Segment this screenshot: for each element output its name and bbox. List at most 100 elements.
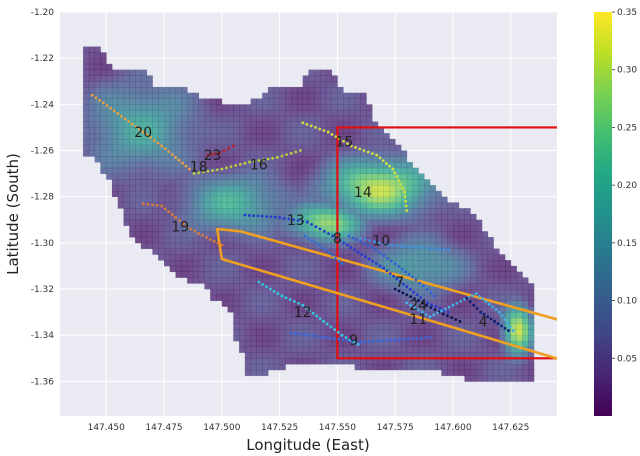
heat-cell: [302, 190, 310, 198]
region-overlays: [215, 126, 557, 360]
heat-cell: [244, 138, 252, 146]
heat-cell: [210, 271, 217, 279]
heat-cell: [152, 150, 159, 157]
heat-cell: [262, 288, 269, 296]
heat-cell: [296, 184, 304, 192]
heat-cell: [111, 150, 119, 157]
heat-cell: [157, 225, 165, 232]
heat-cell: [354, 225, 362, 232]
heat-cell: [470, 311, 477, 319]
heat-cell: [273, 219, 281, 227]
heat-cell: [441, 196, 448, 204]
heat-cell: [146, 219, 154, 227]
heat-cell: [342, 156, 350, 163]
heat-cell: [325, 219, 333, 227]
track-point-7: [416, 246, 420, 249]
heat-cell: [371, 138, 379, 146]
heat-cell: [481, 369, 489, 377]
heat-cell: [464, 248, 471, 255]
heat-cell: [82, 75, 90, 82]
heat-cell: [262, 254, 269, 261]
track-point-6: [433, 294, 436, 298]
heat-cell: [527, 317, 535, 325]
heat-cell: [134, 69, 142, 77]
track-point-11: [474, 292, 478, 296]
heat-cell: [221, 236, 229, 244]
heat-cell: [510, 317, 518, 325]
track-point-8: [405, 293, 409, 297]
heat-cell: [493, 265, 500, 273]
heat-cell: [429, 196, 437, 204]
heat-cell: [481, 242, 489, 250]
heat-cell: [250, 179, 258, 186]
heat-cell: [302, 127, 310, 134]
heat-cell: [314, 277, 321, 284]
track-point-11: [494, 308, 498, 311]
track-point-9: [297, 301, 300, 305]
heat-cell: [100, 115, 107, 123]
track-point-5: [408, 288, 412, 291]
heat-cell: [302, 92, 310, 100]
track-point-4: [388, 164, 392, 168]
heat-cell: [400, 231, 408, 238]
heat-cell: [423, 213, 431, 221]
heat-cell: [267, 231, 275, 238]
heat-cell: [302, 150, 310, 157]
heat-cell: [360, 213, 367, 221]
heat-cell: [285, 86, 292, 94]
heat-cell: [383, 288, 390, 296]
heat-cell: [441, 369, 448, 377]
y-axis-label: Latitude (South): [4, 153, 22, 275]
heat-cell: [152, 156, 159, 163]
heat-cell: [181, 98, 188, 105]
heat-cell: [256, 98, 263, 105]
heat-cell: [262, 248, 269, 255]
heat-cell: [377, 288, 385, 296]
heat-cell: [157, 109, 165, 117]
heat-cell: [319, 173, 327, 180]
heat-cell: [371, 202, 379, 209]
heat-cell: [244, 225, 252, 232]
heat-cell: [256, 306, 263, 313]
colorbar-tick-label: 0.05: [617, 354, 637, 364]
heat-cell: [233, 190, 240, 198]
track-point-2: [220, 167, 224, 171]
heat-cell: [452, 254, 460, 261]
heat-cell: [204, 179, 211, 186]
track-point-9: [318, 317, 322, 321]
heat-cell: [279, 207, 286, 215]
heat-cell: [319, 323, 327, 330]
track-point-11: [478, 294, 481, 298]
heat-cell: [383, 184, 390, 192]
heat-cell: [418, 202, 425, 209]
heat-cell: [256, 334, 263, 342]
track-point-2: [192, 172, 196, 176]
heat-cell: [157, 161, 165, 169]
heat-cell: [412, 329, 419, 336]
heat-cell: [446, 334, 454, 342]
heat-cell: [400, 346, 408, 354]
heat-cell: [458, 265, 466, 273]
heat-cell: [181, 265, 188, 273]
track-point-5: [395, 277, 399, 281]
heat-cell: [389, 248, 396, 255]
heat-cell: [504, 294, 512, 302]
heat-cell: [308, 323, 315, 330]
heat-cell: [285, 288, 292, 296]
heat-cell: [319, 104, 327, 111]
heat-cell: [516, 329, 523, 336]
heat-cell: [285, 346, 292, 354]
heat-cell: [285, 161, 292, 169]
track-point-5: [412, 290, 416, 294]
heat-cell: [470, 271, 477, 279]
heat-cell: [250, 358, 258, 365]
heat-cell: [441, 236, 448, 244]
heat-cell: [146, 81, 154, 88]
heat-cell: [88, 109, 96, 117]
heat-cell: [296, 92, 304, 100]
zone-label: 14: [354, 185, 372, 201]
track-point-0: [127, 120, 131, 123]
track-point-2: [238, 162, 242, 166]
heat-cell: [348, 156, 356, 163]
